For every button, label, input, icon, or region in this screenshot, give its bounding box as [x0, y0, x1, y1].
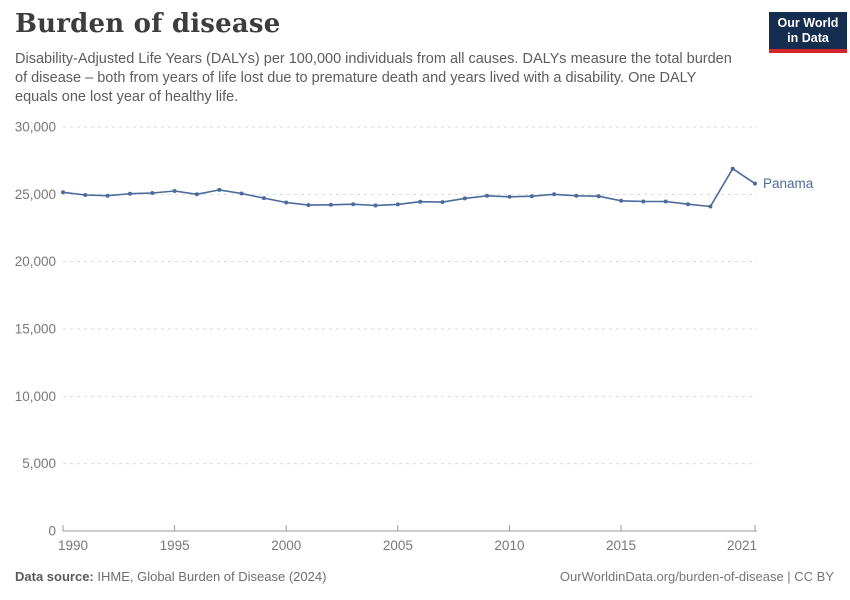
- y-tick-label-10000: 10,000: [15, 389, 56, 404]
- data-point-2004[interactable]: [373, 203, 378, 208]
- x-tick-label-2015: 2015: [606, 538, 636, 553]
- data-point-2008[interactable]: [462, 196, 467, 201]
- data-point-1998[interactable]: [239, 191, 244, 196]
- data-point-1997[interactable]: [217, 187, 222, 192]
- chart-footer: Data source: IHME, Global Burden of Dise…: [15, 569, 834, 584]
- data-point-1992[interactable]: [105, 193, 110, 198]
- x-tick-label-2005: 2005: [383, 538, 413, 553]
- x-tick-label-2021: 2021: [727, 538, 757, 553]
- data-point-1991[interactable]: [83, 193, 88, 197]
- data-point-2012[interactable]: [552, 192, 557, 197]
- series-label-panama[interactable]: Panama: [763, 176, 814, 191]
- data-source: Data source: IHME, Global Burden of Dise…: [15, 569, 326, 584]
- data-point-2018[interactable]: [686, 202, 690, 207]
- owid-logo: Our World in Data: [769, 12, 847, 53]
- data-point-2021[interactable]: [753, 181, 757, 186]
- data-point-2013[interactable]: [574, 193, 579, 198]
- data-point-1990[interactable]: [61, 190, 65, 195]
- line-chart-canvas[interactable]: 0 5,000 10,000 15,000 20,000 25,000 30,000 1990…: [0, 105, 850, 565]
- x-tick-label-1990: 1990: [58, 538, 88, 553]
- data-point-2009[interactable]: [485, 193, 490, 198]
- y-tick-label-5000: 5,000: [22, 456, 56, 471]
- page-title: Burden of disease: [15, 9, 281, 39]
- owid-logo-line1: Our World: [777, 16, 839, 30]
- data-point-2006[interactable]: [418, 199, 423, 204]
- owid-logo-line2: in Data: [787, 31, 829, 45]
- data-point-2015[interactable]: [619, 198, 624, 203]
- x-tick-label-2000: 2000: [271, 538, 301, 553]
- data-point-2011[interactable]: [529, 194, 534, 199]
- data-source-value: IHME, Global Burden of Disease (2024): [93, 569, 327, 584]
- data-point-1999[interactable]: [261, 196, 266, 201]
- data-point-2016[interactable]: [641, 199, 646, 204]
- data-point-2017[interactable]: [663, 199, 668, 204]
- data-point-2002[interactable]: [328, 202, 333, 207]
- y-tick-label-20000: 20,000: [15, 254, 56, 269]
- data-point-2020[interactable]: [730, 166, 735, 171]
- data-point-2014[interactable]: [596, 194, 601, 199]
- chart-subtitle: Disability-Adjusted Life Years (DALYs) p…: [15, 51, 732, 105]
- data-point-2003[interactable]: [351, 202, 356, 207]
- data-point-2000[interactable]: [284, 200, 289, 205]
- data-point-2005[interactable]: [395, 202, 400, 207]
- panama-line-series[interactable]: [62, 167, 756, 208]
- data-point-1993[interactable]: [128, 191, 132, 196]
- data-point-2001[interactable]: [306, 203, 311, 208]
- data-point-2010[interactable]: [507, 194, 512, 199]
- y-tick-label-15000: 15,000: [15, 322, 56, 337]
- data-point-1995[interactable]: [172, 189, 177, 193]
- attribution-link[interactable]: OurWorldinData.org/burden-of-disease | C…: [559, 569, 834, 584]
- x-tick-label-2010: 2010: [494, 538, 524, 553]
- y-tick-label-30000: 30,000: [15, 120, 56, 135]
- x-tick-label-1995: 1995: [160, 538, 190, 553]
- data-point-1994[interactable]: [150, 191, 155, 195]
- data-point-2007[interactable]: [440, 200, 445, 205]
- y-tick-label-0: 0: [48, 524, 56, 539]
- data-point-1996[interactable]: [194, 192, 199, 197]
- data-source-label: Data source:: [15, 569, 94, 584]
- data-point-2019[interactable]: [708, 204, 713, 209]
- y-tick-label-25000: 25,000: [15, 187, 56, 202]
